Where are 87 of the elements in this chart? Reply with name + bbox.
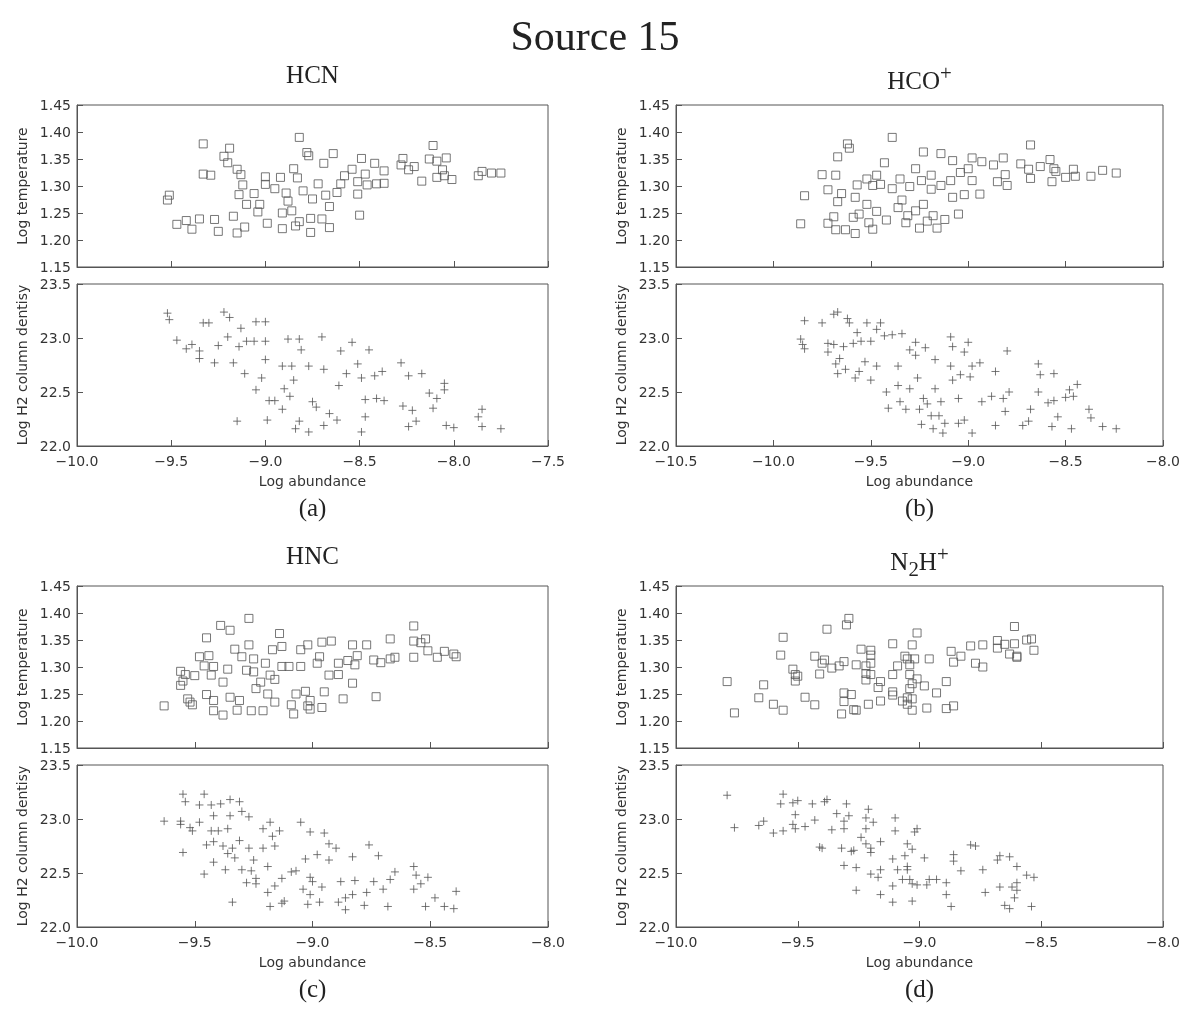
y-tick-label: 1.30 (39, 659, 71, 675)
text: (a) (297, 494, 328, 522)
y-tick-label: 1.45 (638, 97, 670, 113)
x-tick-label: −9.5 (780, 934, 815, 950)
x-axis-title: Log abundance (865, 473, 974, 489)
y-tick-label: 23.0 (638, 330, 670, 346)
y-tick-label: 1.15 (39, 740, 71, 756)
chart-title: HNC (285, 542, 340, 570)
x-tick-label: −10.0 (654, 934, 698, 950)
y-tick-label: 1.15 (39, 259, 71, 275)
y-tick-label: 22.5 (39, 865, 71, 881)
y-tick-label: 22.5 (638, 865, 670, 881)
x-tick-label: −8.5 (1024, 934, 1059, 950)
y-tick-label: 1.35 (39, 632, 71, 648)
y-tick-label: 23.0 (638, 811, 670, 827)
y-tick-label: 1.25 (39, 686, 71, 702)
y-tick-label: 22.0 (638, 919, 670, 935)
y-tick-label: 22.0 (638, 438, 670, 454)
y-tick-label: 1.40 (638, 605, 670, 621)
y-tick-label: 22.5 (39, 384, 71, 400)
x-tick-label: −8.0 (1146, 934, 1180, 950)
y-tick-label: 1.40 (638, 124, 670, 140)
y-tick-label: 1.45 (638, 578, 670, 594)
y-tick-label: 1.20 (638, 232, 670, 248)
y-tick-label: 23.5 (39, 276, 71, 292)
chart-title: HCN (285, 61, 340, 89)
y-tick-label: 1.25 (39, 205, 71, 221)
y-tick-label: 22.0 (39, 438, 71, 454)
y-tick-label: 1.35 (638, 151, 670, 167)
y-axis-title: Log H2 column dentisy (13, 765, 30, 927)
y-tick-label: 1.20 (39, 232, 71, 248)
x-tick-label: −8.5 (413, 934, 448, 950)
y-tick-label: 23.5 (638, 276, 670, 292)
text: (b) (903, 494, 936, 522)
x-tick-label: −9.0 (951, 453, 986, 469)
y-tick-label: 1.15 (638, 259, 670, 275)
y-tick-label: 1.40 (39, 605, 71, 621)
y-axis-title: Log temperature (13, 608, 30, 726)
y-tick-label: 23.5 (39, 757, 71, 773)
x-tick-label: −9.5 (154, 453, 189, 469)
y-tick-label: 23.0 (39, 330, 71, 346)
x-tick-label: −8.5 (1048, 453, 1083, 469)
y-tick-label: 1.30 (39, 178, 71, 194)
x-tick-label: −9.0 (902, 934, 937, 950)
x-tick-label: −10.0 (55, 453, 99, 469)
x-tick-label: −9.5 (853, 453, 888, 469)
x-tick-label: −9.5 (177, 934, 212, 950)
y-tick-label: 1.20 (39, 713, 71, 729)
y-tick-label: 1.45 (39, 97, 71, 113)
chart-title: N$_{2}$H$^{+}$ (889, 542, 950, 583)
x-axis-title: Log abundance (258, 473, 367, 489)
x-tick-label: −10.5 (654, 453, 698, 469)
text: Source 15 (509, 12, 681, 60)
x-axis-title: Log abundance (258, 954, 367, 970)
y-tick-label: 1.30 (638, 178, 670, 194)
x-tick-label: −7.5 (531, 453, 565, 469)
x-axis-title: Log abundance (865, 954, 974, 970)
chart-title: HCO$^{+}$ (886, 61, 953, 96)
x-tick-label: −8.0 (1146, 453, 1180, 469)
y-tick-label: 1.20 (638, 713, 670, 729)
y-tick-label: 22.0 (39, 919, 71, 935)
y-tick-label: 23.5 (638, 757, 670, 773)
x-tick-label: −8.0 (436, 453, 471, 469)
x-tick-label: −8.0 (531, 934, 565, 950)
y-tick-label: 1.15 (638, 740, 670, 756)
y-tick-label: 1.40 (39, 124, 71, 140)
x-tick-label: −10.0 (751, 453, 795, 469)
y-tick-label: 22.5 (638, 384, 670, 400)
y-axis-title: Log H2 column dentisy (13, 284, 30, 446)
y-tick-label: 1.30 (638, 659, 670, 675)
y-tick-label: 23.0 (39, 811, 71, 827)
y-tick-label: 1.35 (638, 632, 670, 648)
y-axis-title: Log H2 column dentisy (612, 284, 629, 446)
y-tick-label: 1.45 (39, 578, 71, 594)
y-axis-title: Log temperature (612, 127, 629, 245)
x-tick-label: −9.0 (248, 453, 283, 469)
y-tick-label: 1.35 (39, 151, 71, 167)
y-axis-title: Log H2 column dentisy (612, 765, 629, 927)
y-axis-title: Log temperature (13, 127, 30, 245)
y-tick-label: 1.25 (638, 205, 670, 221)
y-tick-label: 1.25 (638, 686, 670, 702)
text: (d) (903, 975, 936, 1003)
x-tick-label: −8.5 (342, 453, 377, 469)
y-axis-title: Log temperature (612, 608, 629, 726)
text: (c) (297, 975, 328, 1003)
x-tick-label: −10.0 (55, 934, 99, 950)
x-tick-label: −9.0 (295, 934, 330, 950)
